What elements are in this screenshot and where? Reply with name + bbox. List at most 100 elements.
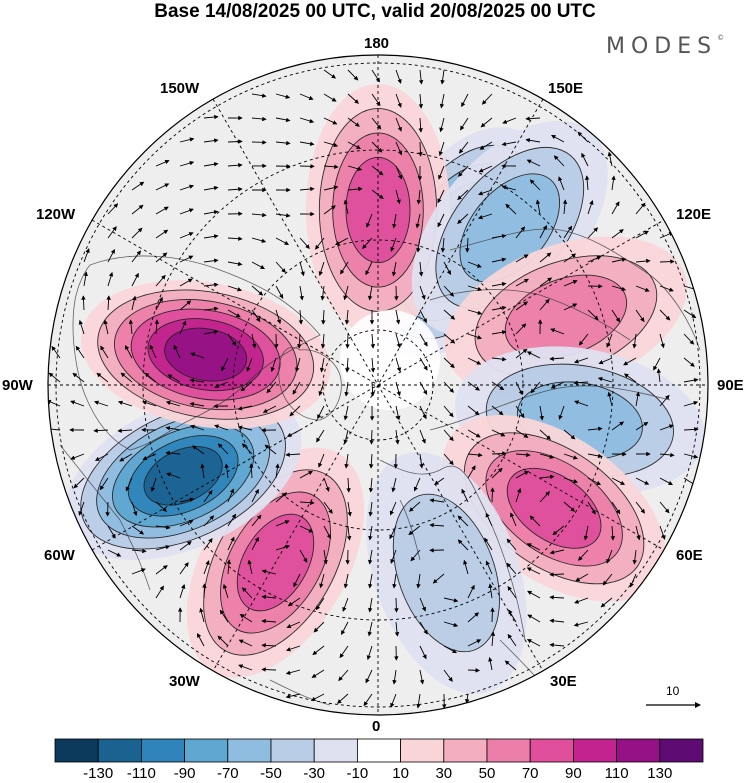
wind-arrow: [539, 277, 553, 287]
wind-arrow: [251, 309, 261, 323]
wind-arrow: [227, 536, 235, 551]
wind-arrow: [683, 309, 697, 319]
wind-arrow: [460, 117, 469, 131]
wind-arrow: [418, 261, 424, 277]
wind-arrow: [587, 227, 599, 239]
lon-label-30e: 30E: [550, 673, 577, 690]
wind-arrow: [371, 165, 384, 176]
wind-arrow: [635, 309, 645, 323]
wind-arrow: [343, 199, 349, 215]
colorbar-swatch: [400, 738, 445, 763]
wind-arrow: [419, 309, 427, 324]
wind-arrow: [107, 248, 115, 263]
wind-arrow: [292, 381, 301, 395]
wind-arrow: [467, 381, 480, 391]
wind-arrow: [369, 429, 374, 445]
wind-arrow: [527, 590, 541, 599]
colorbar-swatch: [356, 738, 401, 763]
wind-arrow: [179, 160, 195, 167]
wind-arrow: [510, 512, 517, 527]
colorbar-swatch: [443, 738, 488, 763]
wind-arrow: [656, 368, 662, 383]
wind-arrow: [553, 155, 565, 167]
wind-arrow: [241, 443, 253, 455]
wind-arrow: [289, 405, 301, 417]
wind-arrow: [563, 303, 578, 311]
wind-arrow: [488, 657, 493, 671]
wind-arrow: [203, 234, 219, 239]
wind-arrow: [251, 93, 267, 98]
wind-arrow: [299, 549, 308, 563]
wind-arrow: [275, 285, 284, 299]
colorbar-swatch: [486, 738, 531, 763]
modes-logo: MODES©: [606, 34, 725, 59]
wind-arrow: [611, 477, 626, 485]
wind-arrow: [93, 400, 109, 407]
wind-arrow: [549, 595, 565, 600]
wind-arrow: [192, 445, 205, 455]
wind-arrow: [491, 451, 507, 456]
wind-arrow: [313, 621, 325, 633]
wind-arrow: [285, 452, 301, 457]
wind-arrow: [581, 152, 589, 167]
wind-arrow: [203, 138, 219, 143]
wind-arrow: [481, 93, 493, 105]
wind-arrow: [539, 405, 544, 421]
wind-arrow: [419, 645, 427, 660]
wind-arrow: [275, 261, 286, 273]
wind-arrow: [611, 285, 627, 292]
wind-arrow: [264, 444, 277, 455]
anomaly-contour: [506, 467, 602, 549]
wind-arrow: [552, 525, 565, 536]
colorbar-tick-label: 130: [647, 765, 673, 782]
wind-arrow: [251, 285, 264, 296]
wind-arrow: [371, 93, 381, 107]
wind-arrow: [419, 621, 428, 635]
wind-arrow: [299, 500, 315, 505]
anomaly-contour: [345, 156, 411, 264]
wind-arrow: [247, 559, 253, 575]
wind-arrow: [323, 69, 337, 79]
wind-arrow: [124, 345, 133, 359]
wind-arrow: [429, 498, 445, 503]
wind-arrow: [131, 501, 138, 517]
wind-arrow: [600, 597, 613, 608]
wind-arrow: [587, 200, 594, 215]
wind-arrow: [251, 116, 267, 122]
wind-arrow: [155, 252, 168, 263]
wind-arrow: [214, 424, 229, 431]
wind-arrow: [103, 319, 109, 335]
lon-label-30w: 30W: [169, 673, 200, 690]
wind-arrow: [251, 261, 265, 270]
wind-arrow: [318, 453, 325, 468]
wind-arrow: [83, 271, 88, 287]
wind-arrow: [179, 562, 189, 575]
wind-arrow: [491, 381, 505, 391]
wind-arrow: [131, 548, 147, 554]
wind-arrow: [563, 225, 573, 239]
wind-arrow: [285, 669, 301, 675]
wind-arrow: [457, 189, 469, 201]
wind-arrow: [491, 281, 507, 287]
wind-arrow: [251, 488, 259, 503]
wind-arrow: [297, 333, 302, 349]
wind-arrow: [173, 344, 181, 359]
wind-arrow: [179, 232, 194, 239]
wind-arrow: [515, 452, 531, 458]
wind-arrow: [368, 573, 373, 589]
wind-arrow: [659, 285, 674, 292]
wind-arrow: [653, 357, 661, 371]
wind-arrow: [659, 259, 675, 264]
wind-arrow: [366, 645, 373, 661]
wind-arrow: [610, 525, 616, 541]
wind-arrow: [343, 285, 349, 301]
wind-arrow: [584, 175, 590, 191]
wind-arrow: [583, 525, 589, 541]
wind-arrow: [439, 117, 445, 133]
wind-arrow: [611, 175, 616, 191]
wind-arrow: [391, 477, 397, 493]
wind-arrow: [94, 453, 109, 461]
wind-arrow: [200, 463, 205, 479]
wind-arrow: [395, 93, 402, 108]
wind-arrow: [261, 594, 277, 600]
